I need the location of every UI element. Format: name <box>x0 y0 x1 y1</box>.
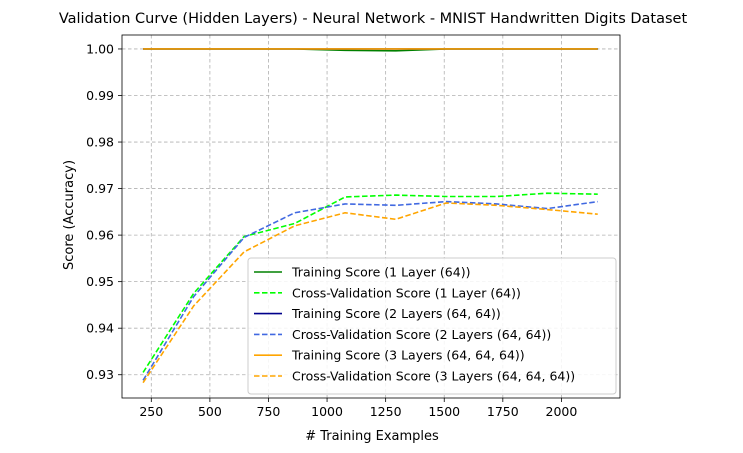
x-tick-label: 500 <box>198 404 222 419</box>
y-tick-label: 0.96 <box>86 228 114 243</box>
x-tick-label: 1000 <box>311 404 343 419</box>
series-line-6 <box>142 202 598 384</box>
x-tick-label: 250 <box>139 404 163 419</box>
series-lines <box>142 48 598 384</box>
y-tick-label: 0.94 <box>86 321 114 336</box>
plot-frame <box>121 34 621 399</box>
x-tick-label: 1500 <box>428 404 460 419</box>
y-axis: 0.93 0.94 0.95 0.96 0.97 0.98 0.99 1.00 <box>86 41 122 382</box>
legend-label: Training Score (2 Layers (64, 64)) <box>291 306 501 321</box>
legend-label: Training Score (1 Layer (64)) <box>291 265 470 280</box>
x-axis-label: # Training Examples <box>305 429 439 444</box>
y-tick-label: 0.95 <box>86 274 114 289</box>
y-tick-label: 0.93 <box>86 367 114 382</box>
x-tick-label: 2000 <box>546 404 578 419</box>
legend: Training Score (1 Layer (64)) Cross-Valid… <box>247 257 617 395</box>
y-axis-label: Score (Accuracy) <box>62 160 77 270</box>
legend-label: Cross-Validation Score (3 Layers (64, 64… <box>292 369 575 384</box>
x-tick-label: 750 <box>257 404 281 419</box>
y-tick-label: 1.00 <box>86 41 114 56</box>
y-tick-label: 0.97 <box>86 181 114 196</box>
x-axis: 250 500 750 1000 1250 1500 1750 2000 <box>139 398 577 419</box>
series-line-4 <box>142 200 598 381</box>
y-tick-label: 0.99 <box>86 88 114 103</box>
legend-box <box>247 257 617 395</box>
series-line-2 <box>142 192 598 373</box>
legend-label: Cross-Validation Score (2 Layers (64, 64… <box>292 327 551 342</box>
y-tick-label: 0.98 <box>86 135 114 150</box>
legend-label: Training Score (3 Layers (64, 64, 64)) <box>291 348 525 363</box>
x-tick-label: 1750 <box>487 404 519 419</box>
chart-title: Validation Curve (Hidden Layers) - Neura… <box>59 11 688 27</box>
legend-label: Cross-Validation Score (1 Layer (64)) <box>292 285 521 300</box>
x-tick-label: 1250 <box>370 404 402 419</box>
